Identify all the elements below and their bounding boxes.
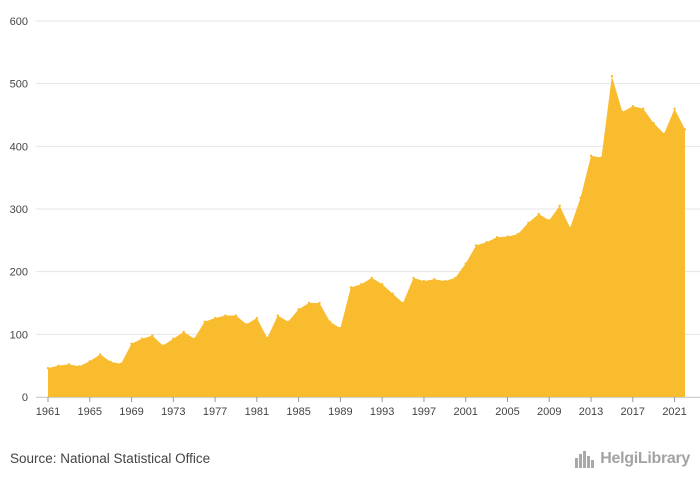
x-tick-label: 1997 bbox=[412, 406, 436, 418]
data-point bbox=[600, 156, 603, 159]
data-point bbox=[99, 353, 102, 356]
x-tick-label: 1993 bbox=[370, 406, 394, 418]
data-point bbox=[433, 277, 436, 281]
area-chart: 0 100 200 300 400 500 600 1961 1965 1969 1973 1977 1… bbox=[10, 16, 700, 418]
y-tick-label: 500 bbox=[10, 79, 28, 91]
data-point bbox=[464, 262, 467, 265]
x-tick-label: 1981 bbox=[245, 406, 269, 418]
data-point bbox=[67, 363, 71, 366]
data-point bbox=[652, 121, 655, 125]
data-point bbox=[380, 283, 384, 286]
x-tick-label: 1989 bbox=[328, 406, 352, 418]
data-point bbox=[339, 326, 342, 330]
x-tick-label: 2013 bbox=[579, 406, 603, 418]
x-tick-label: 2009 bbox=[537, 406, 561, 418]
data-point bbox=[642, 107, 645, 110]
y-tick-label: 100 bbox=[10, 329, 28, 341]
data-point bbox=[234, 314, 238, 317]
x-tick-label: 1985 bbox=[286, 406, 310, 418]
y-tick-label: 400 bbox=[10, 141, 28, 153]
data-point bbox=[224, 314, 227, 317]
data-point bbox=[140, 337, 144, 340]
data-point bbox=[516, 232, 520, 236]
data-point bbox=[454, 276, 457, 280]
logo-wordmark: HelgiLibrary bbox=[600, 450, 690, 467]
y-tick-label: 200 bbox=[10, 267, 28, 279]
data-point bbox=[485, 241, 488, 244]
data-point bbox=[401, 301, 405, 305]
data-point bbox=[57, 364, 60, 367]
data-point bbox=[422, 279, 426, 283]
data-point bbox=[443, 279, 447, 283]
data-point bbox=[318, 301, 321, 305]
data-point bbox=[130, 342, 133, 345]
data-point bbox=[412, 276, 415, 280]
x-tick-label: 1961 bbox=[36, 406, 60, 418]
data-point bbox=[88, 360, 91, 363]
data-point bbox=[328, 320, 332, 323]
data-point bbox=[370, 276, 373, 280]
x-tick-label: 1969 bbox=[119, 406, 143, 418]
data-point bbox=[182, 330, 185, 334]
data-point bbox=[527, 221, 530, 224]
data-point bbox=[203, 320, 206, 323]
y-tick-label: 300 bbox=[10, 204, 28, 216]
data-point bbox=[78, 365, 81, 368]
data-point bbox=[193, 337, 196, 340]
data-point bbox=[286, 320, 290, 323]
data-point bbox=[109, 360, 112, 364]
data-point bbox=[266, 336, 269, 340]
data-point bbox=[673, 107, 676, 110]
y-tick-label: 600 bbox=[10, 16, 28, 28]
data-point bbox=[391, 292, 394, 295]
x-tick-label: 2005 bbox=[495, 406, 519, 418]
data-point bbox=[495, 236, 499, 239]
data-point bbox=[662, 132, 666, 135]
data-point bbox=[307, 301, 311, 305]
data-point bbox=[579, 196, 582, 199]
data-point bbox=[558, 204, 561, 208]
data-point bbox=[119, 362, 123, 365]
helgi-library-logo[interactable]: HelgiLibrary bbox=[574, 446, 690, 472]
data-point bbox=[297, 308, 300, 311]
data-point bbox=[172, 337, 175, 340]
bar-chart-city-icon bbox=[575, 451, 595, 468]
y-tick-label: 0 bbox=[22, 392, 28, 404]
data-point bbox=[255, 316, 259, 320]
data-point bbox=[474, 244, 478, 247]
data-point bbox=[151, 334, 154, 337]
x-tick-label: 2021 bbox=[662, 406, 686, 418]
data-point bbox=[568, 226, 572, 229]
data-point bbox=[548, 219, 551, 222]
data-point bbox=[349, 286, 353, 289]
data-point bbox=[621, 110, 624, 114]
data-point bbox=[631, 105, 634, 108]
data-point bbox=[276, 314, 279, 317]
x-tick-label: 2001 bbox=[453, 406, 477, 418]
chart-footer: Source: National Statistical Office Helg… bbox=[0, 446, 700, 476]
data-point bbox=[589, 154, 593, 157]
source-note: Source: National Statistical Office bbox=[10, 451, 211, 466]
data-point bbox=[610, 74, 614, 78]
data-point bbox=[245, 323, 248, 326]
x-tick-label: 2017 bbox=[621, 406, 645, 418]
data-point bbox=[161, 344, 165, 347]
x-tick-label: 1977 bbox=[203, 406, 227, 418]
data-point bbox=[683, 128, 687, 131]
data-point bbox=[537, 212, 540, 216]
x-tick-label: 1973 bbox=[161, 406, 185, 418]
data-point bbox=[46, 366, 50, 370]
x-tick-label: 1965 bbox=[78, 406, 102, 418]
area-series bbox=[48, 76, 685, 398]
data-point bbox=[360, 283, 363, 286]
data-point bbox=[213, 316, 217, 320]
data-point bbox=[506, 235, 509, 238]
